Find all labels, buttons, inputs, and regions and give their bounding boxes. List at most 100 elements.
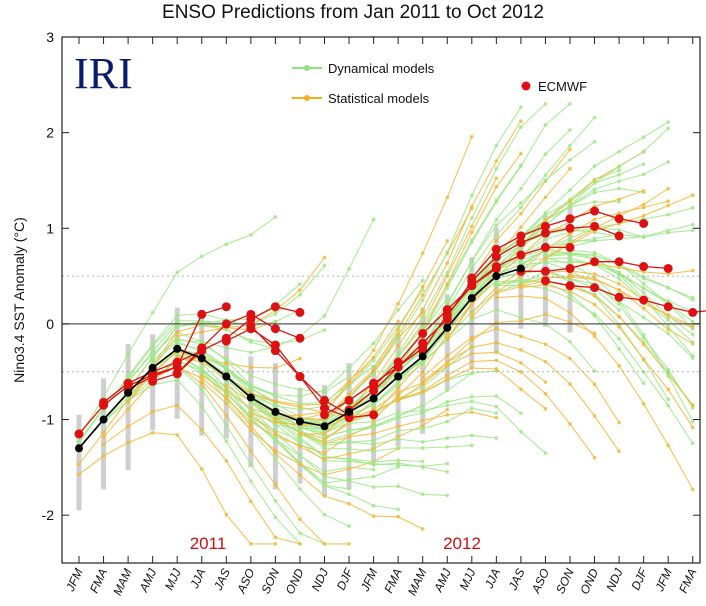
ecmwf-point xyxy=(565,281,575,291)
year-label-2011: 2011 xyxy=(190,534,227,553)
ecmwf-point xyxy=(221,319,231,329)
ecmwf-point xyxy=(270,302,280,312)
ecmwf-point xyxy=(565,223,575,233)
ecmwf-point xyxy=(270,346,280,356)
ecmwf-point xyxy=(614,231,624,241)
ecmwf-point xyxy=(491,244,501,254)
ecmwf-point xyxy=(565,242,575,252)
ecmwf-point xyxy=(614,257,624,267)
ecmwf-point xyxy=(246,309,256,319)
ecmwf-point xyxy=(614,214,624,224)
x-tick-label: DJF xyxy=(628,566,650,592)
ecmwf-point xyxy=(590,221,600,231)
ecmwf-point xyxy=(221,302,231,312)
observed-point xyxy=(124,388,133,397)
legend-label-dynamical: Dynamical models xyxy=(328,61,435,76)
observed-point xyxy=(369,394,378,403)
x-tick-label: DJF xyxy=(334,566,356,592)
ecmwf-point xyxy=(418,328,428,338)
observed-point xyxy=(173,344,182,353)
iri-logo: IRI xyxy=(74,49,133,98)
dynamical-model-line xyxy=(496,284,694,444)
observed-point xyxy=(271,407,280,416)
dynamical-model-line xyxy=(520,261,694,322)
observed-point xyxy=(246,393,255,402)
ecmwf-point xyxy=(663,263,673,273)
x-tick-label: JJA xyxy=(481,566,503,591)
observed-point xyxy=(148,363,157,372)
ecmwf-point xyxy=(688,307,698,317)
ecmwf-point xyxy=(540,276,550,286)
y-tick-label: 2 xyxy=(46,125,54,141)
y-axis: -2 -1 0 1 2 3 xyxy=(42,29,700,523)
observed-point xyxy=(295,417,304,426)
ecmwf-point xyxy=(467,273,477,283)
y-tick-label: 3 xyxy=(46,29,54,45)
y-axis-label: Nino3.4 SST Anomaly (°C) xyxy=(11,217,27,383)
observed-point xyxy=(467,294,476,303)
observed-point xyxy=(75,444,83,453)
observed-point xyxy=(516,264,525,273)
x-tick-label: ASO xyxy=(528,566,552,596)
ecmwf-point xyxy=(197,309,207,319)
ecmwf-point xyxy=(590,257,600,267)
x-tick-label: AMJ xyxy=(136,565,160,594)
ecmwf-point xyxy=(540,242,550,252)
x-tick-label: JFM xyxy=(63,566,86,594)
x-tick-label: AMJ xyxy=(431,565,455,594)
ecmwf-line xyxy=(226,327,350,416)
statistical-model-line xyxy=(569,263,693,275)
observed-point xyxy=(222,372,231,381)
observed-point xyxy=(99,415,108,424)
observed-point xyxy=(197,354,206,363)
dynamical-model-line xyxy=(520,257,694,422)
observed-point xyxy=(320,422,329,431)
observed-point xyxy=(418,352,427,361)
grid-lines xyxy=(62,275,700,373)
x-tick-label: MJJ xyxy=(162,565,184,592)
observed-series xyxy=(75,264,525,453)
statistical-model-line xyxy=(422,342,620,452)
x-tick-label: JFM xyxy=(652,566,675,594)
ecmwf-point xyxy=(565,263,575,273)
statistical-model-line xyxy=(398,359,596,458)
ecmwf-point xyxy=(663,302,673,312)
x-tick-label: FMA xyxy=(381,566,404,595)
ecmwf-point xyxy=(295,333,305,343)
ecmwf-point xyxy=(491,262,501,272)
ecmwf-point xyxy=(369,381,379,391)
ecmwf-point xyxy=(197,343,207,353)
ecmwf-point xyxy=(639,295,649,305)
ecmwf-point xyxy=(442,311,452,321)
x-tick-label: FMA xyxy=(87,566,110,595)
x-tick-label: JAS xyxy=(211,566,233,593)
statistical-model-line xyxy=(422,328,620,423)
x-tick-label: SON xyxy=(258,566,282,596)
ecmwf-point xyxy=(590,206,600,216)
ecmwf-point xyxy=(516,231,526,241)
x-tick-label: FMA xyxy=(676,566,699,595)
ecmwf-point xyxy=(344,395,354,405)
ecmwf-point xyxy=(540,221,550,231)
ecmwf-point xyxy=(320,410,329,420)
legend-label-ecmwf: ECMWF xyxy=(538,79,587,94)
statistical-model-line xyxy=(78,432,276,545)
statistical-model-line xyxy=(569,273,694,327)
ecmwf-point xyxy=(614,292,624,302)
ecmwf-point xyxy=(639,262,649,272)
x-tick-label: OND xyxy=(577,566,601,596)
x-tick-label: MAM xyxy=(110,566,135,597)
ecmwf-point xyxy=(540,266,550,276)
x-tick-label: MAM xyxy=(405,566,430,597)
x-tick-label: ASO xyxy=(234,566,258,596)
x-tick-label: JFM xyxy=(357,566,380,594)
x-tick-label: NDJ xyxy=(603,565,626,593)
ecmwf-point xyxy=(639,218,649,228)
ecmwf-point xyxy=(320,403,329,413)
ecmwf-point xyxy=(246,321,256,331)
ecmwf-point xyxy=(221,336,231,346)
y-tick-label: -1 xyxy=(42,412,55,428)
ecmwf-point xyxy=(540,228,550,238)
ecmwf-point xyxy=(295,307,305,317)
